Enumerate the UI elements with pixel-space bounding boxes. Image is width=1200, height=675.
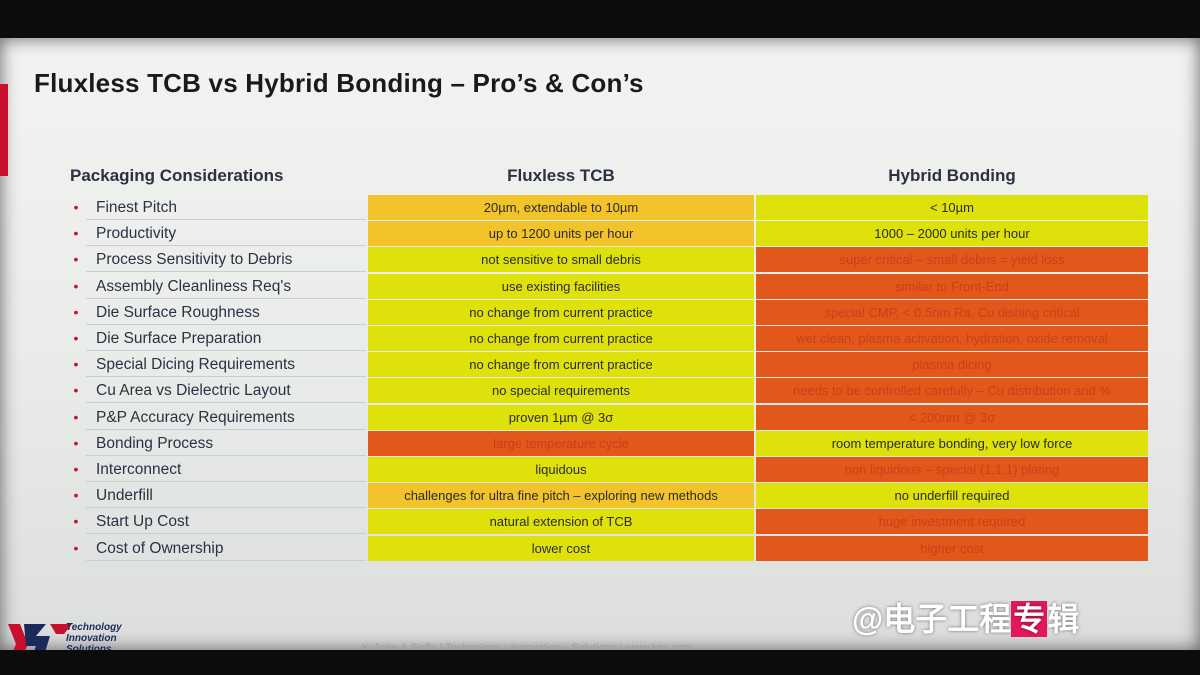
cell-hybrid-bonding: huge investment required xyxy=(756,509,1148,535)
cell-fluxless-tcb: liquidous xyxy=(368,457,754,482)
row-divider xyxy=(86,454,366,456)
row-divider xyxy=(86,402,366,404)
row-label: Die Surface Preparation xyxy=(96,330,262,347)
row-divider xyxy=(86,271,366,273)
row-divider xyxy=(86,350,366,351)
table-row: • Die Surface Preparation no change from c… xyxy=(66,326,1150,351)
cell-fluxless-tcb: no change from current practice xyxy=(368,352,754,378)
cell-fluxless-tcb: challenges for ultra fine pitch – explor… xyxy=(368,483,754,509)
cell-hybrid-bonding: plasma dicing xyxy=(756,352,1148,378)
cell-fluxless-tcb: no change from current practice xyxy=(368,326,754,351)
bullet-icon: • xyxy=(73,434,79,451)
header-hybrid-bonding: Hybrid Bonding xyxy=(888,166,1016,185)
row-label: Finest Pitch xyxy=(96,199,177,216)
bullet-icon: • xyxy=(73,251,79,268)
cell-hybrid-bonding: similar to Front-End xyxy=(756,273,1148,299)
cell-hybrid-bonding: < 10µm xyxy=(756,195,1148,220)
screen-bezel xyxy=(0,650,1200,675)
logo-line-technology: Technology xyxy=(66,622,122,633)
cell-fluxless-tcb: proven 1µm @ 3σ xyxy=(368,404,754,430)
bullet-icon: • xyxy=(73,303,79,320)
table-row: • P&P Accuracy Requirements proven 1µm @ 3… xyxy=(66,404,1150,430)
cell-fluxless-tcb: no change from current practice xyxy=(368,299,754,325)
bullet-icon: • xyxy=(73,356,79,373)
cell-hybrid-bonding: special CMP, < 0.5nm Ra, Cu dishing crit… xyxy=(756,299,1148,325)
cell-fluxless-tcb: lower cost xyxy=(368,535,754,561)
row-divider xyxy=(86,323,366,325)
watermark-highlight: 专 xyxy=(1011,601,1048,637)
cell-hybrid-bonding: < 200nm @ 3σ xyxy=(756,404,1148,430)
row-divider xyxy=(86,481,366,482)
table-row: • Productivity up to 1200 units per hour 10… xyxy=(66,221,1150,247)
table-row: • Die Surface Roughness no change from cur… xyxy=(66,299,1150,325)
row-label: Assembly Cleanliness Req's xyxy=(96,277,292,295)
watermark: @电子工程专辑 xyxy=(852,594,1079,640)
cell-hybrid-bonding: 1000 – 2000 units per hour xyxy=(756,221,1148,247)
row-label: Process Sensitivity to Debris xyxy=(96,251,293,269)
row-label: Cost of Ownership xyxy=(96,539,224,557)
cell-fluxless-tcb: not sensitive to small debris xyxy=(368,247,754,273)
row-label: Underfill xyxy=(96,487,153,505)
cell-hybrid-bonding: needs to be controlled carefully – Cu di… xyxy=(756,378,1148,404)
bullet-icon: • xyxy=(73,330,79,346)
table-row: • Assembly Cleanliness Req's use existing … xyxy=(66,273,1150,299)
row-label: Bonding Process xyxy=(96,434,214,452)
cell-hybrid-bonding: room temperature bonding, very low force xyxy=(756,430,1148,456)
table-row: • Special Dicing Requirements no change fr… xyxy=(66,352,1150,378)
row-label: Start Up Cost xyxy=(96,513,190,531)
table-row: • Start Up Cost natural extension of TCB hu… xyxy=(66,509,1150,535)
row-label: Die Surface Roughness xyxy=(96,303,260,321)
cell-hybrid-bonding: super critical – small debris = yield lo… xyxy=(756,247,1148,273)
cell-fluxless-tcb: up to 1200 units per hour xyxy=(368,221,754,247)
row-divider xyxy=(86,297,366,299)
row-label: Special Dicing Requirements xyxy=(96,356,296,374)
table-row: • Cu Area vs Dielectric Layout no special … xyxy=(66,378,1150,404)
row-label: Productivity xyxy=(96,225,177,243)
bullet-icon: • xyxy=(73,539,79,556)
row-divider xyxy=(86,219,366,220)
bullet-icon: • xyxy=(73,277,79,294)
bullet-icon: • xyxy=(73,199,79,215)
row-divider xyxy=(86,376,366,378)
logo-tagline: Technology Innovation Solutions xyxy=(66,622,122,655)
table-row: • Bonding Process large temperature cycle r… xyxy=(66,430,1150,456)
bullet-icon: • xyxy=(73,461,79,477)
row-divider xyxy=(86,428,366,430)
watermark-prefix: @电子工程 xyxy=(852,601,1012,637)
row-divider xyxy=(86,559,366,561)
cell-hybrid-bonding: non liquidous – special (1,1,1) plating xyxy=(756,457,1148,482)
slide-title: Fluxless TCB vs Hybrid Bonding – Pro’s &… xyxy=(34,68,644,98)
row-divider xyxy=(86,507,366,509)
bullet-icon: • xyxy=(73,408,79,425)
bullet-icon: • xyxy=(73,513,79,530)
cell-fluxless-tcb: use existing facilities xyxy=(368,273,754,299)
bullet-icon: • xyxy=(73,382,79,399)
table-row: • Finest Pitch 20µm, extendable to 10µm < 1… xyxy=(66,195,1150,220)
row-label: Cu Area vs Dielectric Layout xyxy=(96,382,291,400)
cell-hybrid-bonding: no underfill required xyxy=(756,483,1148,509)
cell-hybrid-bonding: higher cost xyxy=(756,535,1148,561)
row-label: P&P Accuracy Requirements xyxy=(96,408,295,426)
cell-fluxless-tcb: natural extension of TCB xyxy=(368,509,754,535)
row-divider xyxy=(86,245,366,247)
cell-fluxless-tcb: no special requirements xyxy=(368,378,754,404)
logo-line-solutions: Solutions xyxy=(66,644,122,655)
logo-line-innovation: Innovation xyxy=(66,633,117,644)
cell-hybrid-bonding: wet clean, plasma activation, hydration,… xyxy=(756,326,1148,351)
bullet-icon: • xyxy=(73,225,79,242)
table-row: • Underfill challenges for ultra fine pitc… xyxy=(66,483,1150,509)
header-fluxless-tcb: Fluxless TCB xyxy=(507,166,615,185)
bullet-icon: • xyxy=(73,487,79,504)
red-accent-bar xyxy=(0,84,8,176)
table-row: • Cost of Ownership lower cost higher cost xyxy=(66,535,1150,561)
cell-fluxless-tcb: 20µm, extendable to 10µm xyxy=(368,195,754,220)
watermark-suffix: 辑 xyxy=(1047,601,1080,637)
row-divider xyxy=(86,533,366,535)
header-packaging-considerations: Packaging Considerations xyxy=(70,166,284,185)
table-row: • Interconnect liquidous non liquidous – sp… xyxy=(66,457,1150,482)
table-row: • Process Sensitivity to Debris not sensit… xyxy=(66,247,1150,273)
cell-fluxless-tcb: large temperature cycle xyxy=(368,430,754,456)
slide: Fluxless TCB vs Hybrid Bonding – Pro’s &… xyxy=(0,38,1200,662)
row-label: Interconnect xyxy=(96,461,182,478)
